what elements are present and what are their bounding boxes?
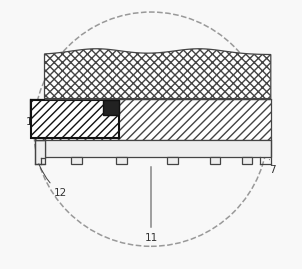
Bar <box>116 157 127 164</box>
Bar <box>103 100 119 115</box>
Text: 10: 10 <box>26 117 39 127</box>
Text: 12: 12 <box>39 164 67 198</box>
Text: 11: 11 <box>144 167 158 243</box>
Text: 7: 7 <box>269 160 275 175</box>
Bar <box>242 157 252 164</box>
Polygon shape <box>44 49 271 98</box>
Bar <box>167 157 178 164</box>
Bar <box>44 98 271 140</box>
Bar <box>210 157 220 164</box>
Bar <box>35 121 44 140</box>
Bar <box>30 98 44 121</box>
Bar <box>31 100 119 139</box>
Bar <box>71 157 82 164</box>
Bar <box>44 140 271 157</box>
Bar <box>35 140 44 164</box>
